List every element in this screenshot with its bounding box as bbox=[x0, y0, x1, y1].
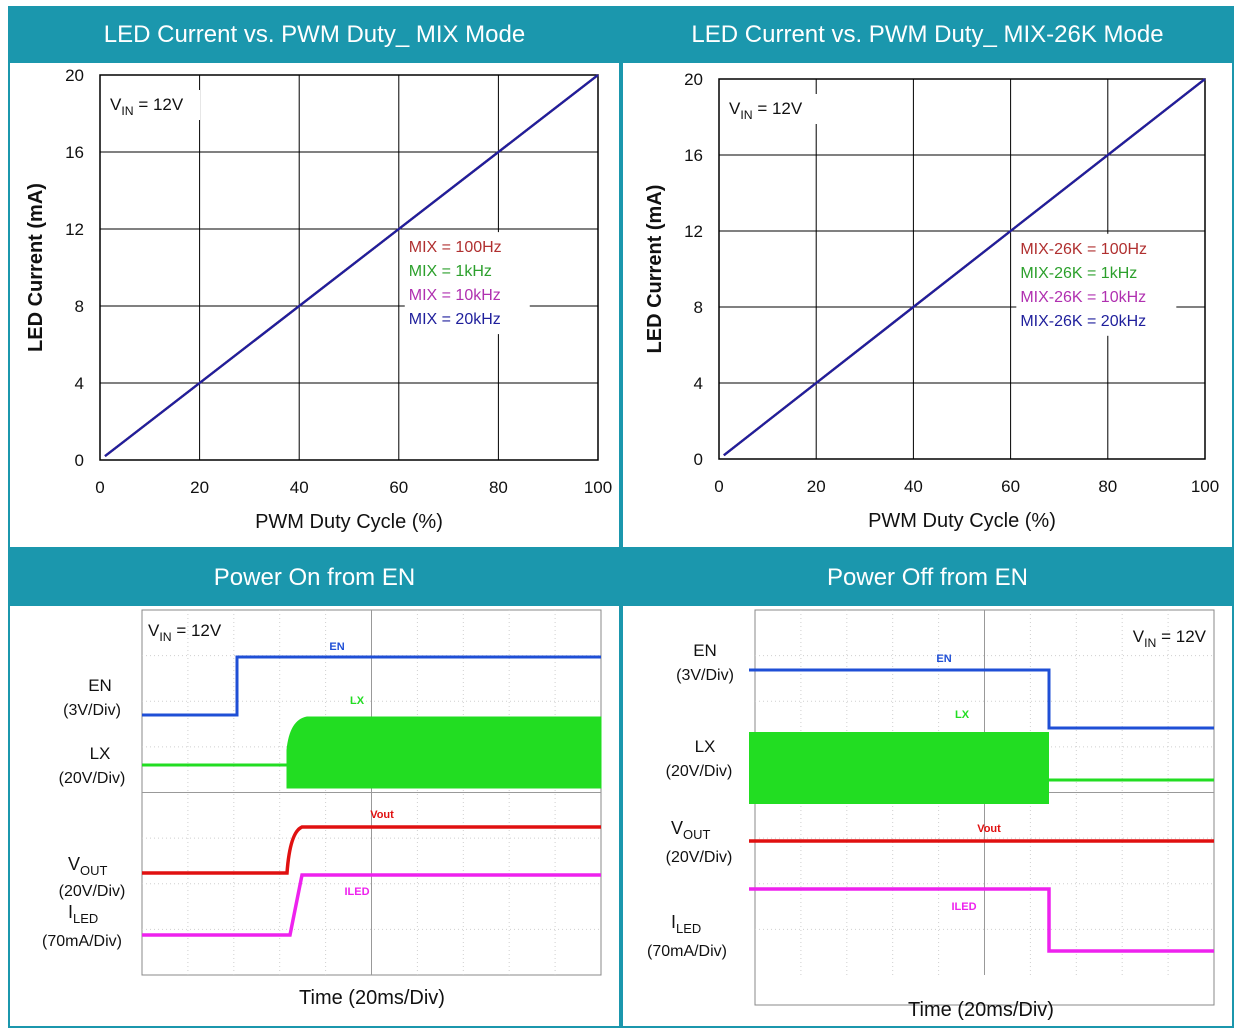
trace-lx-switching bbox=[286, 716, 602, 789]
trace-iled bbox=[749, 887, 1214, 953]
trace-label-lx: LX bbox=[350, 695, 365, 707]
panel-title: Power On from EN bbox=[8, 549, 621, 606]
x-tick-label: 100 bbox=[584, 478, 612, 497]
legend-entry: MIX = 20kHz bbox=[409, 311, 501, 328]
y-tick-label: 20 bbox=[65, 66, 84, 85]
x-tick-label: 40 bbox=[290, 478, 309, 497]
x-tick-label: 0 bbox=[95, 478, 104, 497]
y-tick-label: 16 bbox=[65, 143, 84, 162]
trace-en bbox=[749, 668, 1214, 730]
channel-scale-lx: (20V/Div) bbox=[666, 763, 733, 780]
channel-scale-vout: (20V/Div) bbox=[666, 849, 733, 866]
vin-annotation: VIN = 12V bbox=[1133, 627, 1207, 650]
scope-power-on: EN LX Vout ILED VIN = 12V EN (3V/Div) LX (20V/Di… bbox=[42, 609, 602, 1009]
panel-power-off: Power Off from EN EN LX Vout ILED VIN = 12V E… bbox=[621, 549, 1234, 1028]
x-tick-label: 40 bbox=[904, 477, 923, 496]
y-tick-label: 0 bbox=[694, 450, 703, 469]
x-axis-label: PWM Duty Cycle (%) bbox=[255, 511, 443, 533]
trace-label-iled: ILED bbox=[344, 886, 369, 898]
legend-entry: MIX-26K = 10kHz bbox=[1020, 289, 1146, 306]
legend-entry: MIX = 100Hz bbox=[409, 239, 502, 256]
y-tick-label: 4 bbox=[694, 374, 703, 393]
panel-title: Power Off from EN bbox=[621, 549, 1234, 606]
legend-entry: MIX-26K = 100Hz bbox=[1020, 241, 1147, 258]
x-tick-label: 80 bbox=[489, 478, 508, 497]
y-tick-label: 16 bbox=[684, 146, 703, 165]
legend-entry: MIX-26K = 1kHz bbox=[1020, 265, 1137, 282]
panel-title: LED Current vs. PWM Duty_ MIX Mode bbox=[8, 6, 621, 63]
y-tick-label: 20 bbox=[684, 70, 703, 89]
channel-scale-lx: (20V/Div) bbox=[59, 770, 126, 787]
x-tick-label: 20 bbox=[807, 477, 826, 496]
legend-bg bbox=[1016, 233, 1177, 336]
channel-label-lx: LX bbox=[695, 737, 716, 756]
y-tick-label: 12 bbox=[65, 220, 84, 239]
channel-scale-iled: (70mA/Div) bbox=[42, 933, 122, 950]
panel-led-current-mix: LED Current vs. PWM Duty_ MIX Mode 0 20 40… bbox=[8, 6, 621, 549]
annotation-bg bbox=[727, 94, 819, 124]
panel-led-current-mix26k: LED Current vs. PWM Duty_ MIX-26K Mode 0… bbox=[621, 6, 1234, 549]
y-axis-label: LED Current (mA) bbox=[644, 185, 666, 354]
series-line bbox=[104, 74, 599, 458]
y-axis-label: LED Current (mA) bbox=[25, 183, 47, 352]
channel-label-vout: VOUT bbox=[68, 854, 107, 878]
trace-lx-switching bbox=[749, 732, 1049, 804]
x-tick-label: 80 bbox=[1098, 477, 1117, 496]
channel-label-vout: VOUT bbox=[671, 818, 710, 842]
chart-led-current-mix: 0 20 40 60 80 100 0 4 8 12 16 20 PWM Duty Cycle (%) L… bbox=[25, 66, 612, 533]
y-tick-label: 8 bbox=[75, 297, 84, 316]
x-tick-label: 60 bbox=[389, 478, 408, 497]
legend-entry: MIX = 10kHz bbox=[409, 287, 501, 304]
channel-scale-vout: (20V/Div) bbox=[59, 883, 126, 900]
chart-led-current-mix26k: 0 20 40 60 80 100 0 4 8 12 16 20 PWM Duty Cycle (%) L… bbox=[644, 70, 1219, 532]
panel-power-on: Power On from EN EN LX Vout ILED VIN = 12V EN… bbox=[8, 549, 621, 1028]
channel-label-iled: ILED bbox=[671, 912, 701, 936]
y-tick-label: 4 bbox=[75, 374, 84, 393]
x-axis-label: Time (20ms/Div) bbox=[299, 987, 445, 1009]
channel-label-iled: ILED bbox=[68, 902, 98, 926]
trace-label-iled: ILED bbox=[951, 901, 976, 913]
trace-vout bbox=[142, 825, 601, 875]
y-tick-label: 0 bbox=[75, 451, 84, 470]
channel-scale-en: (3V/Div) bbox=[676, 667, 734, 684]
y-tick-label: 8 bbox=[694, 298, 703, 317]
x-tick-label: 60 bbox=[1001, 477, 1020, 496]
x-tick-label: 20 bbox=[190, 478, 209, 497]
channel-scale-iled: (70mA/Div) bbox=[647, 943, 727, 960]
vin-annotation: VIN = 12V bbox=[148, 621, 222, 644]
x-axis-label: Time (20ms/Div) bbox=[908, 999, 1054, 1021]
channel-label-lx: LX bbox=[90, 744, 111, 763]
scope-power-off: EN LX Vout ILED VIN = 12V EN (3V/Div) LX (20V/Di… bbox=[647, 609, 1215, 1021]
legend-bg bbox=[404, 232, 530, 335]
legend-entry: MIX-26K = 20kHz bbox=[1020, 313, 1146, 330]
x-tick-label: 100 bbox=[1191, 477, 1219, 496]
channel-label-en: EN bbox=[88, 676, 112, 695]
x-axis-label: PWM Duty Cycle (%) bbox=[868, 510, 1056, 532]
trace-iled bbox=[142, 873, 601, 937]
series-line bbox=[723, 78, 1206, 457]
channel-label-en: EN bbox=[693, 641, 717, 660]
x-tick-label: 0 bbox=[714, 477, 723, 496]
panel-title: LED Current vs. PWM Duty_ MIX-26K Mode bbox=[621, 6, 1234, 63]
trace-label-lx: LX bbox=[955, 709, 970, 721]
vin-annotation: VIN = 12V bbox=[729, 99, 803, 122]
trace-label-en: EN bbox=[936, 653, 951, 665]
vin-annotation: VIN = 12V bbox=[110, 95, 184, 118]
trace-en bbox=[142, 655, 601, 717]
trace-label-en: EN bbox=[329, 641, 344, 653]
legend-entry: MIX = 1kHz bbox=[409, 263, 492, 280]
trace-label-vout: Vout bbox=[977, 823, 1001, 835]
channel-scale-en: (3V/Div) bbox=[63, 702, 121, 719]
y-tick-label: 12 bbox=[684, 222, 703, 241]
trace-label-vout: Vout bbox=[370, 809, 394, 821]
annotation-bg bbox=[108, 90, 200, 120]
